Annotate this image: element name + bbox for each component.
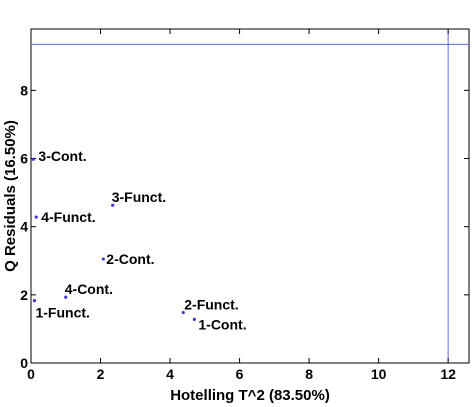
point-label: 1-Cont.	[198, 316, 246, 332]
point-label: 2-Funct.	[184, 297, 238, 313]
x-tick-label: 6	[236, 366, 244, 382]
point-label: 4-Funct.	[41, 209, 95, 225]
data-point	[181, 310, 185, 315]
point-label: 1-Funct.	[35, 305, 89, 321]
data-point	[64, 295, 68, 299]
data-point	[34, 215, 38, 219]
x-tick-label: 10	[371, 366, 387, 382]
x-tick-label: 8	[305, 366, 313, 382]
data-point	[111, 203, 115, 207]
x-axis-ticks: 0 2 4 6 8 10 12	[27, 29, 456, 382]
y-tick-label: 0	[20, 355, 28, 371]
data-point	[32, 299, 37, 303]
point-label: 3-Cont.	[38, 148, 86, 164]
y-tick-label: 2	[20, 287, 28, 303]
y-axis-label: Q Residuals (16.50%)	[2, 120, 19, 272]
x-tick-label: 4	[166, 366, 174, 382]
y-tick-label: 8	[20, 82, 28, 98]
y-tick-label: 6	[20, 151, 28, 167]
x-axis-label: Hotelling T^2 (83.50%)	[170, 387, 330, 404]
data-point	[101, 257, 105, 261]
limit-lines	[31, 29, 469, 363]
y-tick-label: 4	[20, 219, 28, 235]
point-label: 4-Cont.	[65, 281, 113, 297]
x-tick-label: 0	[27, 366, 35, 382]
data-points: 3-Cont. 3-Funct. 4-Funct. 2-Cont. 4-Cont. 1-F…	[31, 148, 247, 332]
y-axis-ticks: 0 2 4 6 8	[20, 82, 469, 371]
point-label: 3-Funct.	[112, 189, 166, 205]
plot-area	[30, 28, 470, 364]
x-tick-label: 2	[97, 366, 105, 382]
point-label: 2-Cont.	[106, 251, 154, 267]
data-point	[31, 157, 36, 161]
data-point	[192, 317, 196, 321]
x-tick-label: 12	[440, 366, 456, 382]
